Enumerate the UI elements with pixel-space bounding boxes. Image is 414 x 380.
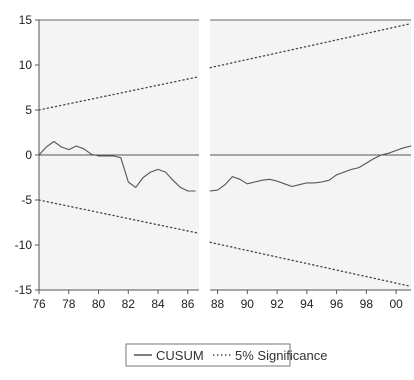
y-tick-label: 5	[25, 103, 32, 117]
y-tick-label: -15	[15, 283, 33, 297]
x-tick-label: 80	[92, 297, 106, 311]
x-tick-label: 88	[211, 297, 225, 311]
x-tick-label: 78	[62, 297, 76, 311]
y-tick-label: 15	[19, 13, 33, 27]
cusum-line-segment-1	[38, 140, 196, 192]
x-tick-label: 86	[181, 297, 195, 311]
y-tick-label: 10	[19, 58, 33, 72]
upper-bound-line-segment-2	[209, 22, 412, 69]
x-tick-label: 90	[241, 297, 255, 311]
legend-cusum-label: CUSUM	[156, 348, 204, 363]
legend: CUSUM 5% Significance	[125, 343, 328, 367]
x-tick-label: 98	[360, 297, 374, 311]
upper-bound-line-segment-1	[38, 76, 200, 111]
axes-layer: -15 -10 -5 0 5 10 15 76 78 80 82 84 86 88 90 92 94 96 98 00	[15, 13, 411, 311]
lower-bound-line-segment-1	[38, 199, 200, 234]
y-tick-label: -5	[21, 193, 32, 207]
series-layer	[38, 22, 412, 288]
x-tick-label: 00	[389, 297, 403, 311]
y-tick-label: -10	[15, 238, 33, 252]
x-tick-label: 92	[270, 297, 284, 311]
legend-significance-label: 5% Significance	[235, 348, 328, 363]
x-tick-label: 76	[32, 297, 46, 311]
cusum-line-segment-2	[209, 145, 412, 192]
x-tick-label: 84	[151, 297, 165, 311]
x-tick-label: 94	[300, 297, 314, 311]
x-tick-label: 82	[122, 297, 136, 311]
legend-box	[125, 343, 291, 367]
y-tick-label: 0	[25, 148, 32, 162]
lower-bound-line-segment-2	[209, 241, 412, 288]
x-tick-label: 96	[330, 297, 344, 311]
